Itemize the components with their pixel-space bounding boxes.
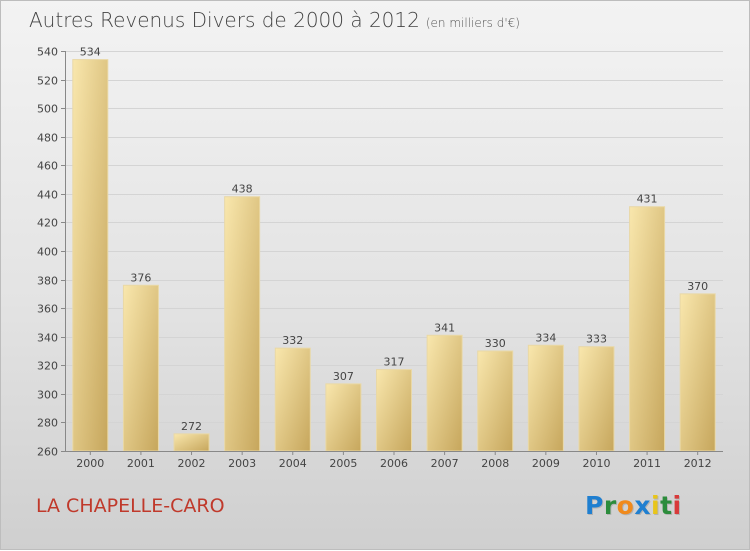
y-tick-label: 460: [37, 160, 58, 173]
y-tick-label: 360: [37, 303, 58, 316]
y-tick-label: 440: [37, 189, 58, 202]
x-tick-label: 2002: [178, 457, 206, 470]
x-tick-label: 2009: [532, 457, 560, 470]
chart-subtitle: (en milliers d'€): [425, 16, 520, 30]
bar: [477, 350, 514, 452]
commune-name: LA CHAPELLE-CARO: [36, 495, 225, 517]
bar-value-label: 332: [282, 334, 303, 347]
y-tick-label: 400: [37, 246, 58, 259]
bar: [122, 284, 159, 452]
bars-group: 534 376 272 438 332 307 317 341 330 334 333 431 370: [72, 46, 716, 452]
x-tick-label: 2006: [380, 457, 408, 470]
y-tick-label: 420: [37, 217, 58, 230]
bar: [325, 383, 362, 452]
bar-value-label: 333: [586, 333, 607, 346]
x-tick-label: 2004: [279, 457, 307, 470]
bar: [72, 59, 109, 452]
bar: [527, 344, 564, 452]
y-tick-label: 380: [37, 275, 58, 288]
x-tick-label: 2001: [127, 457, 155, 470]
y-tick-label: 320: [37, 360, 58, 373]
y-tick-label: 540: [37, 46, 58, 59]
bar-value-label: 272: [181, 420, 202, 433]
bar-value-label: 438: [232, 183, 253, 196]
logo-letter: o: [616, 491, 635, 520]
bar: [173, 433, 210, 452]
y-tick-label: 260: [37, 446, 58, 459]
chart-title-text: Autres Revenus Divers de 2000 à 2012: [29, 8, 420, 32]
x-tick-label: 2010: [582, 457, 610, 470]
x-tick-label: 2011: [633, 457, 661, 470]
x-tick-label: 2000: [76, 457, 104, 470]
y-tick-label: 340: [37, 332, 58, 345]
y-tick-label: 480: [37, 132, 58, 145]
bar: [578, 346, 615, 452]
bar-value-label: 330: [485, 337, 506, 350]
bar: [629, 206, 666, 452]
bar-value-label: 431: [637, 193, 658, 206]
x-tick-label: 2007: [431, 457, 459, 470]
logo-letter: t: [660, 491, 673, 520]
bar: [376, 369, 412, 452]
x-tick-label: 2012: [684, 457, 712, 470]
y-tick-label: 520: [37, 75, 58, 88]
logo-letter: i: [672, 491, 682, 520]
logo-letter: P: [585, 491, 604, 520]
bar: [224, 196, 261, 452]
bar: [274, 347, 311, 452]
logo-letter: r: [603, 491, 617, 520]
logo-letter: x: [634, 491, 651, 520]
bar-value-label: 376: [130, 271, 151, 284]
bar-value-label: 341: [434, 321, 455, 334]
bar-value-label: 317: [384, 356, 405, 369]
x-tick-label: 2003: [228, 457, 256, 470]
bar: [679, 293, 716, 452]
x-tick-label: 2005: [329, 457, 357, 470]
proxiti-logo[interactable]: Proxiti: [585, 491, 682, 520]
bar-value-label: 534: [80, 46, 101, 59]
bar-value-label: 370: [687, 280, 708, 293]
logo-letter: i: [651, 491, 661, 520]
chart-title: Autres Revenus Divers de 2000 à 2012 (en …: [29, 8, 520, 32]
y-tick-label: 280: [37, 417, 58, 430]
x-tick-label: 2008: [481, 457, 509, 470]
bar-value-label: 334: [535, 331, 556, 344]
bar: [426, 334, 463, 452]
y-tick-label: 500: [37, 103, 58, 116]
axes: 260 280 300 320 340 360 380 400 420 440 460 480 500 5…: [37, 46, 723, 470]
y-tick-label: 300: [37, 389, 58, 402]
bar-value-label: 307: [333, 370, 354, 383]
